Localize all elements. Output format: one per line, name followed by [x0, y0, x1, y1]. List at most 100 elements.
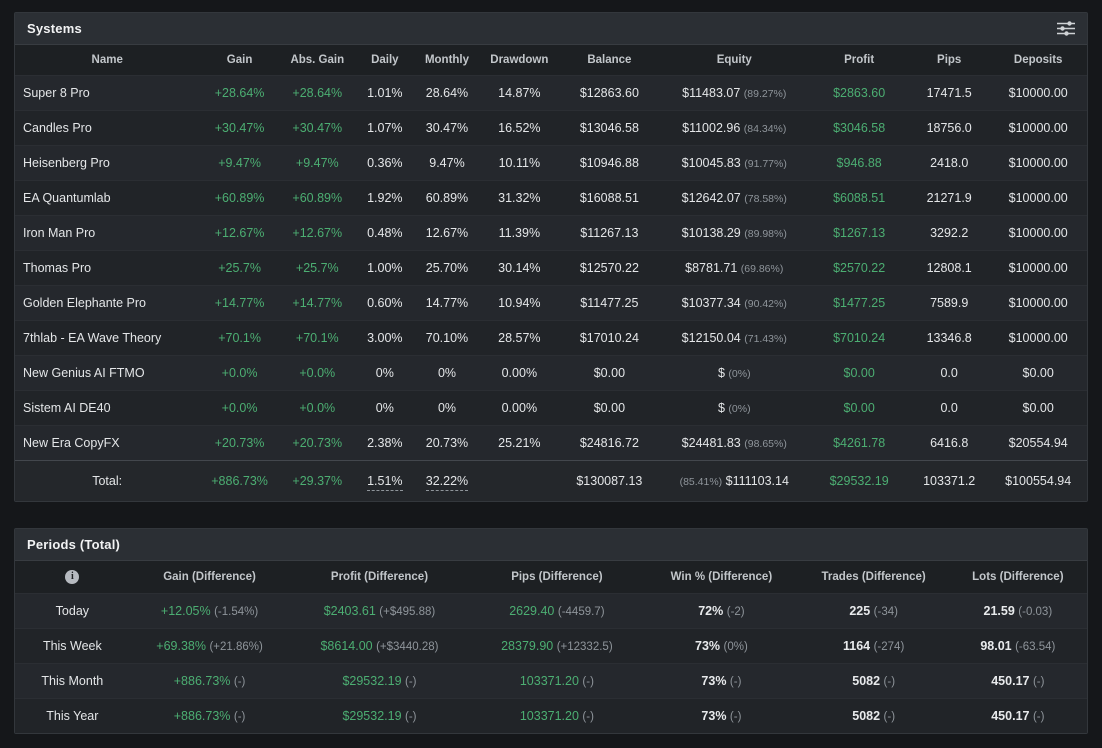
monthly-cell: 0% — [437, 366, 457, 380]
total-equity-value: $111103.14 — [725, 474, 789, 488]
monthly-cell: 60.89% — [425, 191, 469, 205]
system-name[interactable]: Sistem AI DE40 — [23, 401, 111, 415]
equity-percent: (71.43%) — [744, 333, 787, 345]
abs-gain-cell: +12.67% — [292, 226, 343, 240]
drawdown-cell: 14.87% — [498, 86, 541, 100]
daily-cell: 0.48% — [367, 226, 403, 240]
profit-cell: $29532.19 (-) — [289, 664, 469, 699]
systems-column-header[interactable]: Drawdown — [479, 45, 560, 76]
system-name[interactable]: Iron Man Pro — [23, 226, 96, 240]
gain-value: +12.05% — [160, 604, 215, 618]
profit-cell: $2403.61 (+$495.88) — [289, 594, 469, 629]
systems-row: Candles Pro +30.47% +30.47% 1.07% 30.47% 16.5… — [15, 110, 1087, 146]
equity-cell: $10045.83 (91.77%) — [659, 146, 809, 181]
abs-gain-cell: +30.47% — [292, 121, 343, 135]
total-gain: +886.73% — [199, 460, 280, 501]
equity-cell: $10377.34 (90.42%) — [659, 286, 809, 321]
system-name[interactable]: New Era CopyFX — [23, 436, 120, 450]
system-name[interactable]: Golden Elephante Pro — [23, 296, 147, 310]
abs-gain-cell: +0.0% — [299, 366, 336, 380]
periods-info-header: i — [15, 561, 130, 594]
balance-cell: $10946.88 — [579, 156, 639, 170]
total-profit: $29532.19 — [809, 460, 909, 501]
profit-cell: $4261.78 — [833, 436, 886, 450]
balance-cell: $13046.58 — [579, 121, 639, 135]
systems-row: Sistem AI DE40 +0.0% +0.0% 0% 0% 0.00% $0.00 $ … — [15, 390, 1087, 426]
pips-difference: (-4459.7) — [557, 606, 605, 618]
trades-cell: 5082 (-) — [799, 664, 949, 699]
lots-value: 450.17 — [991, 674, 1033, 688]
pips-difference: (-) — [582, 711, 594, 723]
systems-column-header[interactable]: Deposits — [989, 45, 1087, 76]
gain-value: +886.73% — [173, 674, 234, 688]
daily-cell: 0% — [375, 366, 394, 380]
systems-column-header[interactable]: Profit — [809, 45, 909, 76]
systems-row: Golden Elephante Pro +14.77% +14.77% 0.60% 1… — [15, 285, 1087, 321]
trades-cell: 225 (-34) — [799, 594, 949, 629]
daily-cell: 0.36% — [367, 156, 403, 170]
systems-column-header[interactable]: Abs. Gain — [279, 45, 355, 76]
systems-column-header[interactable]: Daily — [354, 45, 415, 76]
equity-cell: $24481.83 (98.65%) — [659, 426, 809, 461]
deposits-cell: $10000.00 — [1008, 156, 1068, 170]
trades-cell: 1164 (-274) — [799, 629, 949, 664]
profit-cell: $6088.51 — [833, 191, 886, 205]
abs-gain-cell: +60.89% — [292, 191, 343, 205]
system-name[interactable]: EA Quantumlab — [23, 191, 111, 205]
periods-column-header: Profit (Difference) — [289, 561, 470, 594]
pips-cell: 7589.9 — [930, 296, 969, 310]
drawdown-cell: 28.57% — [498, 331, 541, 345]
lots-cell: 21.59 (-0.03) — [949, 594, 1087, 629]
system-name[interactable]: New Genius AI FTMO — [23, 366, 145, 380]
equity-value: $8781.71 — [685, 261, 741, 275]
profit-difference: (-) — [405, 711, 417, 723]
balance-cell: $0.00 — [593, 366, 626, 380]
abs-gain-cell: +9.47% — [295, 156, 339, 170]
system-name[interactable]: Candles Pro — [23, 121, 92, 135]
deposits-cell: $0.00 — [1022, 366, 1054, 380]
equity-cell: $ (0%) — [659, 356, 809, 391]
systems-column-header[interactable]: Gain — [199, 45, 280, 76]
filter-icon[interactable] — [1057, 21, 1075, 36]
systems-column-header[interactable]: Monthly — [414, 45, 480, 76]
lots-cell: 450.17 (-) — [949, 699, 1087, 734]
equity-value: $10377.34 — [681, 296, 745, 310]
pips-cell: 2629.40 (-4459.7) — [470, 594, 645, 629]
profit-cell: $8614.00 (+$3440.28) — [289, 629, 469, 664]
deposits-cell: $10000.00 — [1008, 86, 1068, 100]
abs-gain-cell: +0.0% — [299, 401, 336, 415]
systems-table: Name Gain Abs. Gain Daily Monthly Drawdown Bal… — [15, 45, 1087, 501]
systems-column-header[interactable]: Pips — [908, 45, 990, 76]
daily-cell: 1.00% — [367, 261, 403, 275]
daily-cell: 3.00% — [367, 331, 403, 345]
equity-percent: (91.77%) — [744, 158, 787, 170]
deposits-cell: $10000.00 — [1008, 121, 1068, 135]
equity-value: $24481.83 — [681, 436, 745, 450]
total-deposits: $100554.94 — [989, 460, 1087, 501]
equity-value: $12642.07 — [681, 191, 745, 205]
system-name[interactable]: Thomas Pro — [23, 261, 92, 275]
equity-value: $11002.96 — [682, 121, 744, 135]
monthly-cell: 25.70% — [425, 261, 469, 275]
monthly-cell: 28.64% — [425, 86, 469, 100]
pips-difference: (+12332.5) — [556, 641, 613, 653]
abs-gain-cell: +70.1% — [295, 331, 339, 345]
system-name[interactable]: Heisenberg Pro — [23, 156, 110, 170]
daily-cell: 0.60% — [367, 296, 403, 310]
win-cell: 73% (-) — [644, 664, 798, 699]
drawdown-cell: 30.14% — [498, 261, 541, 275]
deposits-cell: $10000.00 — [1008, 191, 1068, 205]
gain-cell: +28.64% — [214, 86, 265, 100]
systems-column-header[interactable]: Balance — [559, 45, 660, 76]
drawdown-cell: 0.00% — [501, 366, 538, 380]
trades-value: 5082 — [852, 709, 884, 723]
pips-difference: (-) — [582, 676, 594, 688]
info-icon[interactable]: i — [65, 570, 80, 584]
win-value: 73% — [701, 674, 730, 688]
systems-column-header[interactable]: Name — [15, 45, 200, 76]
system-name[interactable]: 7thlab - EA Wave Theory — [23, 331, 162, 345]
periods-column-header: Trades (Difference) — [798, 561, 949, 594]
system-name[interactable]: Super 8 Pro — [23, 86, 90, 100]
systems-column-header[interactable]: Equity — [659, 45, 810, 76]
balance-cell: $16088.51 — [579, 191, 639, 205]
